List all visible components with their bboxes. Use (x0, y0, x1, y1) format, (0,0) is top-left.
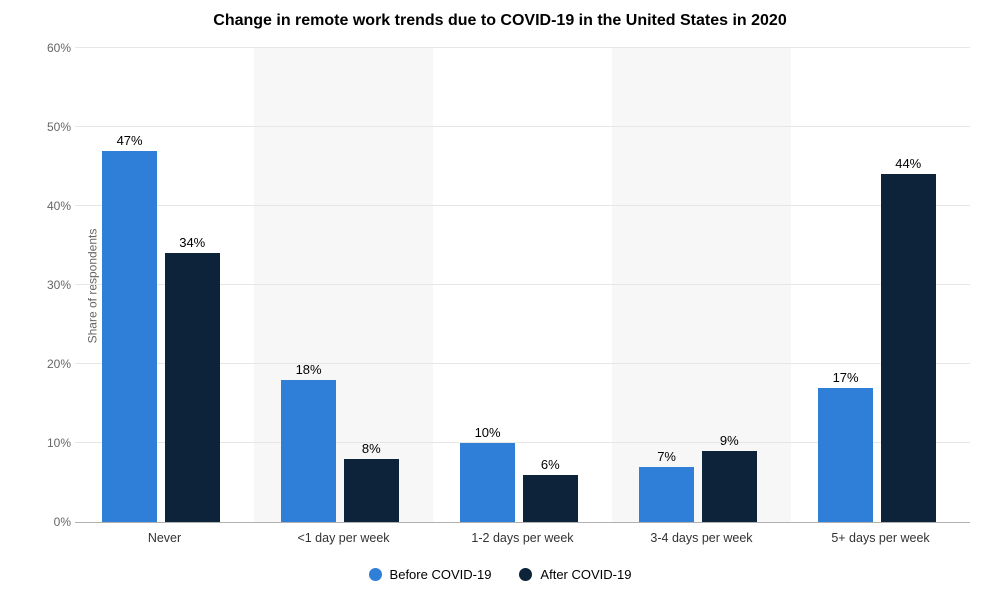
bar-value-label: 47% (102, 133, 157, 148)
bar-value-label: 18% (281, 362, 336, 377)
bar-group: 7%9% (612, 48, 791, 522)
y-tick-label: 40% (33, 199, 71, 213)
bar: 34% (165, 253, 220, 522)
legend-swatch (369, 568, 382, 581)
y-tick-label: 0% (33, 515, 71, 529)
x-tick-label: 5+ days per week (791, 531, 970, 545)
bar-value-label: 9% (702, 433, 757, 448)
bar: 6% (523, 475, 578, 522)
x-tick-label: Never (75, 531, 254, 545)
bar: 7% (639, 467, 694, 522)
bar: 47% (102, 151, 157, 522)
bar-group: 18%8% (254, 48, 433, 522)
x-tick-label: 1-2 days per week (433, 531, 612, 545)
bar: 44% (881, 174, 936, 522)
bar: 10% (460, 443, 515, 522)
bar-value-label: 10% (460, 425, 515, 440)
bar-value-label: 8% (344, 441, 399, 456)
x-tick-label: <1 day per week (254, 531, 433, 545)
y-tick-label: 60% (33, 41, 71, 55)
y-tick-label: 50% (33, 120, 71, 134)
chart-title: Change in remote work trends due to COVI… (20, 12, 980, 30)
bar-value-label: 6% (523, 457, 578, 472)
y-tick-label: 30% (33, 278, 71, 292)
bar: 8% (344, 459, 399, 522)
bar-value-label: 34% (165, 235, 220, 250)
y-tick-label: 20% (33, 357, 71, 371)
bar-group: 17%44% (791, 48, 970, 522)
bar: 17% (818, 388, 873, 522)
chart-container: Change in remote work trends due to COVI… (0, 0, 1000, 600)
bar-value-label: 7% (639, 449, 694, 464)
plot-area: 47%34%18%8%10%6%7%9%17%44% 0%10%20%30%40… (75, 48, 970, 523)
y-tick-label: 10% (33, 436, 71, 450)
plot-wrap: Share of respondents 47%34%18%8%10%6%7%9… (75, 48, 970, 523)
legend-label: Before COVID-19 (390, 567, 492, 582)
bar: 9% (702, 451, 757, 522)
bar-value-label: 44% (881, 156, 936, 171)
bar: 18% (281, 380, 336, 522)
legend: Before COVID-19 After COVID-19 (20, 567, 980, 582)
legend-item: Before COVID-19 (369, 567, 492, 582)
x-axis-labels: Never<1 day per week1-2 days per week3-4… (75, 531, 970, 545)
legend-swatch (519, 568, 532, 581)
bar-group: 47%34% (75, 48, 254, 522)
bar-groups: 47%34%18%8%10%6%7%9%17%44% (75, 48, 970, 522)
legend-label: After COVID-19 (540, 567, 631, 582)
bar-group: 10%6% (433, 48, 612, 522)
bar-value-label: 17% (818, 370, 873, 385)
x-tick-label: 3-4 days per week (612, 531, 791, 545)
legend-item: After COVID-19 (519, 567, 631, 582)
